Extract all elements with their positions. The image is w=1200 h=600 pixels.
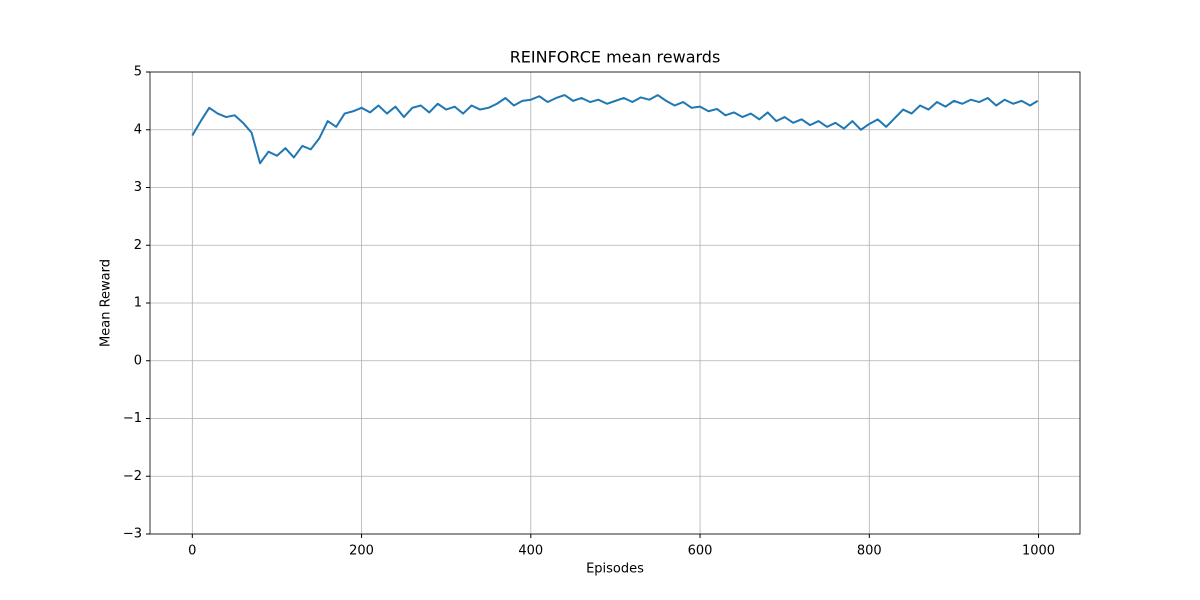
x-tick-label: 400 [518, 544, 543, 559]
y-tick-label: 4 [134, 122, 142, 137]
y-tick-label: −2 [123, 469, 142, 484]
y-tick-label: 1 [134, 296, 142, 311]
x-tick-label: 200 [349, 544, 374, 559]
x-axis-label: Episodes [586, 562, 644, 577]
y-axis-label: Mean Reward [99, 259, 114, 347]
y-tick-label: 3 [134, 180, 142, 195]
y-tick-label: 2 [134, 238, 142, 253]
x-tick-label: 0 [188, 544, 196, 559]
y-tick-label: 0 [134, 353, 142, 368]
chart-title: REINFORCE mean rewards [510, 48, 721, 67]
x-tick-label: 1000 [1022, 544, 1055, 559]
y-tick-label: −1 [123, 411, 142, 426]
data-line [191, 94, 1039, 165]
y-tick-label: 5 [134, 65, 142, 80]
x-tick-label: 800 [857, 544, 882, 559]
x-tick-label: 600 [688, 544, 713, 559]
y-tick-label: −3 [123, 527, 142, 542]
plot-frame [149, 71, 1081, 535]
